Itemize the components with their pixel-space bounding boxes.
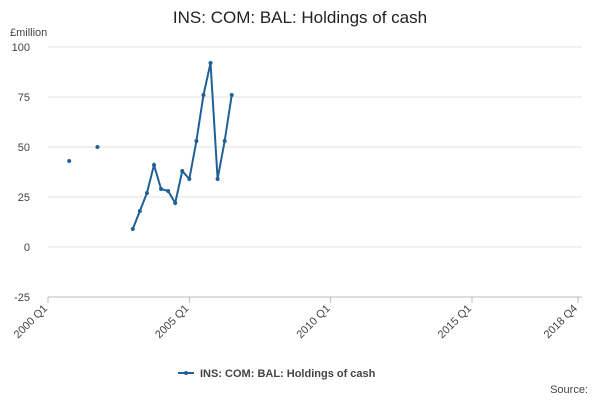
data-point — [215, 177, 220, 181]
x-tick-label: 2000 Q1 — [12, 303, 50, 341]
data-point — [173, 201, 178, 205]
data-point — [130, 227, 135, 231]
data-point — [166, 189, 171, 193]
series-line — [131, 62, 233, 230]
x-tick-label: 2018 Q4 — [542, 303, 580, 341]
y-tick-label: 0 — [24, 242, 30, 254]
data-point — [201, 93, 206, 97]
data-point — [144, 191, 149, 195]
y-tick-label: 25 — [18, 192, 30, 204]
x-tick-label: 2010 Q1 — [294, 303, 332, 341]
y-tick-label: 100 — [12, 42, 30, 54]
data-point — [67, 159, 72, 163]
y-tick-label: 50 — [18, 142, 30, 154]
y-axis-label: £million — [10, 27, 47, 39]
data-point — [208, 61, 213, 65]
data-point — [222, 139, 227, 143]
legend-marker — [184, 371, 188, 375]
data-point — [137, 209, 142, 213]
data-point — [229, 93, 234, 97]
source: Source: — [550, 384, 588, 396]
data-point — [152, 163, 156, 167]
data-point — [194, 139, 199, 143]
x-tick-label: 2015 Q1 — [436, 303, 474, 341]
y-tick-label: -25 — [14, 292, 30, 304]
legend-label: INS: COM: BAL: Holdings of cash — [200, 368, 376, 380]
y-tick-label: 75 — [18, 92, 30, 104]
data-point — [187, 177, 192, 181]
data-point — [95, 145, 100, 149]
x-tick-label: 2005 Q1 — [153, 303, 191, 341]
data-point — [180, 169, 185, 173]
chart-title: INS: COM: BAL: Holdings of cash — [173, 8, 427, 27]
data-point — [159, 187, 164, 191]
